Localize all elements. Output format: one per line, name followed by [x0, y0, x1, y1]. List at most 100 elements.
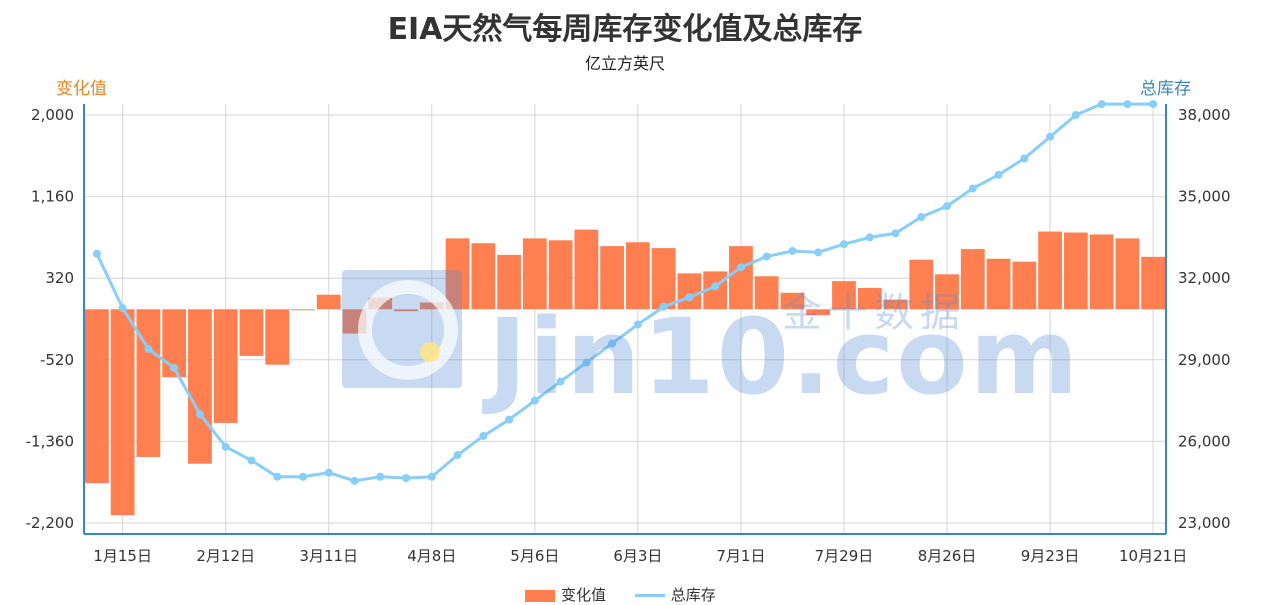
- right-tick-labels: 38,000 35,000 32,000 29,000 26,000 23,000: [1178, 106, 1231, 532]
- x-tick-label: 9月23日: [1021, 547, 1080, 565]
- stock-point: [221, 442, 230, 451]
- stock-point: [917, 213, 926, 221]
- chart-title: EIA天然气每周库存变化值及总库存: [387, 12, 863, 47]
- bar: [265, 309, 290, 365]
- stock-point: [1097, 100, 1106, 109]
- x-tick-label: 4月8日: [407, 547, 456, 565]
- x-tick-labels: 1月15日 2月12日 3月11日 4月8日 5月6日 6月3日 7月1日 7月29日 8月26…: [93, 547, 1187, 565]
- legend: 变化值 总库存: [525, 584, 716, 605]
- legend-line-swatch: [634, 594, 665, 597]
- watermark-text: Jin10.com: [488, 296, 1081, 418]
- axes: [83, 104, 1167, 535]
- stock-point: [839, 240, 848, 249]
- x-tick-label: 2月12日: [196, 547, 255, 565]
- stock-point: [92, 249, 101, 258]
- bar: [857, 287, 882, 310]
- stock-point: [402, 474, 411, 483]
- legend-line-label[interactable]: 总库存: [670, 586, 716, 604]
- stock-point: [1071, 111, 1080, 119]
- right-axis-name: 总库存: [1140, 79, 1191, 99]
- stock-point: [479, 431, 488, 440]
- right-tick-label: 35,000: [1178, 188, 1231, 206]
- x-tick-label: 8月26日: [918, 547, 977, 565]
- stock-point: [170, 363, 179, 372]
- bar: [1038, 231, 1062, 310]
- bar: [136, 309, 161, 457]
- bar: [213, 309, 238, 423]
- right-tick-label: 38,000: [1178, 106, 1231, 124]
- left-tick-label: -1,360: [26, 432, 74, 450]
- stock-point: [324, 468, 333, 477]
- stock-point: [891, 229, 900, 238]
- left-tick-label: 320: [45, 269, 74, 287]
- bar: [471, 243, 496, 310]
- bar: [806, 309, 831, 316]
- left-axis-name: 变化值: [56, 79, 107, 99]
- right-tick-label: 29,000: [1178, 351, 1231, 369]
- stock-point: [556, 377, 565, 386]
- bar: [239, 309, 264, 356]
- bar: [1141, 256, 1165, 310]
- left-tick-label: 2,000: [31, 106, 74, 124]
- right-tick-label: 32,000: [1178, 269, 1231, 287]
- bar: [651, 248, 676, 310]
- x-tick-label: 1月15日: [93, 547, 152, 565]
- bar: [909, 259, 934, 310]
- stock-point: [273, 472, 282, 481]
- stock-point: [968, 184, 977, 193]
- bar: [883, 299, 908, 310]
- x-tick-label: 5月6日: [510, 547, 559, 565]
- stock-point: [530, 396, 539, 405]
- stock-point: [711, 282, 720, 291]
- left-tick-label: 1,160: [31, 188, 74, 206]
- stock-point: [1123, 100, 1132, 109]
- bar: [1063, 232, 1088, 310]
- bar: [832, 281, 856, 310]
- stock-point: [195, 410, 204, 419]
- stock-point: [118, 304, 127, 313]
- stock-line: [95, 102, 1154, 483]
- x-tick-label: 6月3日: [613, 547, 662, 565]
- bar: [445, 238, 470, 310]
- stock-point: [144, 344, 153, 353]
- stock-point: [453, 451, 462, 459]
- bar: [986, 258, 1011, 310]
- stock-point: [505, 415, 514, 424]
- bar: [729, 246, 753, 310]
- stock-point: [608, 339, 617, 348]
- watermark-dot: [420, 342, 440, 362]
- bar: [935, 274, 959, 310]
- bar: [754, 276, 779, 310]
- stock-point: [762, 252, 771, 261]
- stock-point: [788, 247, 797, 255]
- bar: [110, 309, 135, 516]
- watermark-cn: 金十数据: [782, 290, 966, 336]
- stock-point: [814, 248, 823, 257]
- bar: [497, 254, 521, 310]
- bar: [600, 246, 624, 310]
- bar: [522, 238, 547, 310]
- bar: [960, 249, 985, 310]
- stock-point: [994, 170, 1003, 179]
- stock-point: [736, 263, 745, 272]
- legend-bar-label[interactable]: 变化值: [561, 586, 607, 604]
- bar: [291, 309, 315, 311]
- left-tick-label: -2,200: [26, 514, 74, 532]
- bar: [1089, 234, 1114, 310]
- chart-subtitle: 亿立方英尺: [584, 54, 665, 73]
- left-tick-labels: 2,000 1,160 320 -520 -1,360 -2,200: [26, 106, 74, 532]
- stock-point: [633, 320, 642, 329]
- stock-point: [943, 202, 952, 211]
- watermark-ring: [358, 280, 458, 380]
- stock-point: [427, 472, 436, 481]
- legend-bar-swatch: [525, 589, 555, 602]
- bar: [1115, 238, 1140, 310]
- bar: [316, 294, 341, 310]
- stock-point: [865, 233, 874, 242]
- x-tick-label: 10月21日: [1119, 547, 1187, 565]
- bar: [780, 292, 805, 310]
- x-tick-label: 7月1日: [716, 547, 765, 565]
- bar: [85, 309, 109, 484]
- stock-point: [247, 456, 256, 465]
